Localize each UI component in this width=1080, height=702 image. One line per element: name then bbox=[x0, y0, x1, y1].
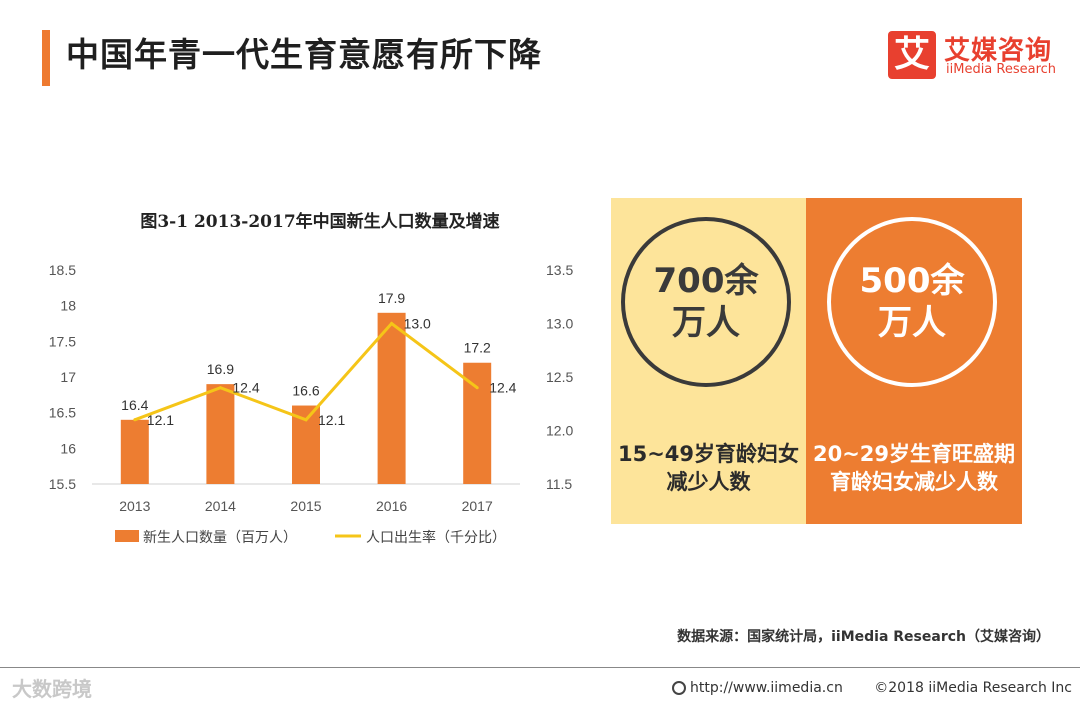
x-tick-label: 2016 bbox=[376, 498, 407, 514]
footer-divider bbox=[0, 667, 1080, 668]
y-right-tick-label: 13.0 bbox=[546, 316, 573, 332]
logo-name-en: iiMedia Research bbox=[946, 62, 1057, 77]
line-data-label: 12.1 bbox=[147, 412, 174, 428]
legend-label-bar: 新生人口数量（百万人） bbox=[143, 530, 297, 546]
footer-url[interactable]: http://www.iimedia.cn bbox=[672, 680, 843, 696]
bar-data-label: 16.4 bbox=[121, 397, 148, 413]
chart-axes: 15.5 16 16.5 17 17.5 18 18.5 11.5 12.0 12.5 13.0 13… bbox=[49, 262, 574, 514]
brand-logo: 艾 艾媒咨询 iiMedia Research bbox=[888, 28, 1068, 84]
y-left-tick-label: 16 bbox=[60, 440, 76, 456]
x-tick-label: 2014 bbox=[205, 498, 236, 514]
stat-caption-right-line1: 20~29岁生育旺盛期 bbox=[812, 442, 1016, 466]
y-right-tick-label: 12.0 bbox=[546, 423, 573, 439]
stat-caption-right-line2: 育龄妇女减少人数 bbox=[830, 470, 998, 494]
bar-data-label: 17.9 bbox=[378, 290, 405, 306]
line-data-label: 12.4 bbox=[232, 380, 259, 396]
y-left-tick-label: 17 bbox=[60, 369, 76, 385]
y-left-tick-label: 18.5 bbox=[49, 262, 76, 278]
x-tick-label: 2013 bbox=[119, 498, 150, 514]
line-point bbox=[133, 418, 137, 422]
legend-label-line: 人口出生率（千分比） bbox=[366, 529, 506, 546]
line-point bbox=[304, 418, 308, 422]
line-point bbox=[390, 322, 394, 325]
y-right-tick-label: 13.5 bbox=[546, 262, 573, 278]
stat-circle-left: 700余 万人 bbox=[621, 217, 791, 387]
y-left-tick-label: 17.5 bbox=[49, 333, 76, 349]
line-data-label: 13.0 bbox=[404, 316, 431, 332]
line-path bbox=[134, 321, 479, 422]
title-accent-bar bbox=[42, 30, 50, 86]
bar-data-label: 17.2 bbox=[464, 340, 491, 356]
bar bbox=[120, 419, 149, 484]
globe-icon bbox=[672, 681, 686, 695]
line-point bbox=[475, 386, 479, 390]
bar-series bbox=[120, 312, 492, 484]
stat-caption-left-line1: 15~49岁育龄妇女 bbox=[617, 442, 800, 466]
line-data-label: 12.4 bbox=[489, 380, 516, 396]
stat-caption-left-line2: 减少人数 bbox=[666, 470, 751, 494]
y-left-tick-label: 15.5 bbox=[49, 476, 76, 492]
line-series bbox=[133, 321, 479, 422]
y-right-tick-label: 12.5 bbox=[546, 369, 573, 385]
stat-circle-left-value: 700余 bbox=[653, 261, 759, 301]
line-point bbox=[218, 386, 222, 390]
stat-circle-right-value: 500余 bbox=[859, 261, 965, 301]
y-right-tick-label: 11.5 bbox=[546, 476, 572, 492]
x-tick-label: 2015 bbox=[290, 498, 321, 514]
combo-chart: 图3-1 2013-2017年中国新生人口数量及增速 15.51616.5171… bbox=[49, 211, 574, 546]
chart-title: 图3-1 2013-2017年中国新生人口数量及增速 bbox=[140, 211, 499, 232]
watermark: 大数跨境 bbox=[12, 677, 92, 701]
line-data-label: 12.1 bbox=[318, 412, 345, 428]
y-left-tick-label: 16.5 bbox=[49, 405, 76, 421]
stat-circle-right: 500余 万人 bbox=[827, 217, 997, 387]
bar-data-label: 16.6 bbox=[292, 383, 319, 399]
bar bbox=[377, 312, 406, 484]
page-title: 中国年青一代生育意愿有所下降 bbox=[66, 35, 542, 74]
data-labels: 16.4 16.9 16.6 17.9 17.2 12.1 12.4 12.1 13.0 12.4 bbox=[121, 290, 516, 428]
footer-url-text[interactable]: http://www.iimedia.cn bbox=[690, 680, 843, 696]
y-left-tick-label: 18 bbox=[60, 298, 76, 314]
bar bbox=[463, 362, 492, 484]
stat-caption-left: 15~49岁育龄妇女 减少人数 bbox=[611, 440, 806, 496]
logo-name-cn: 艾媒咨询 bbox=[944, 36, 1053, 66]
stat-circle-right-unit: 万人 bbox=[877, 303, 946, 343]
bar-data-label: 16.9 bbox=[207, 361, 234, 377]
footer-copyright: ©2018 iiMedia Research Inc bbox=[874, 680, 1072, 696]
x-tick-label: 2017 bbox=[462, 498, 493, 514]
legend-swatch-bar bbox=[115, 530, 139, 542]
logo-mark: 艾 bbox=[888, 31, 936, 79]
bar bbox=[206, 384, 235, 484]
chart-legend: 新生人口数量（百万人） 人口出生率（千分比） bbox=[115, 529, 506, 546]
data-source: 数据来源：国家统计局，iiMedia Research（艾媒咨询） bbox=[677, 629, 1050, 645]
stat-caption-right: 20~29岁生育旺盛期 育龄妇女减少人数 bbox=[806, 440, 1022, 496]
stat-circle-left-unit: 万人 bbox=[671, 303, 740, 343]
